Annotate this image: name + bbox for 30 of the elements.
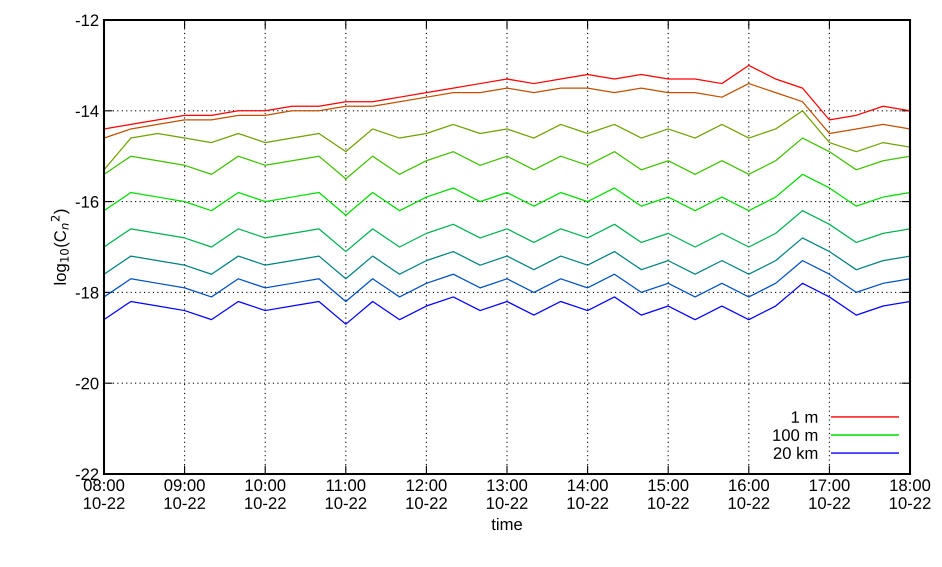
- line-series: [104, 174, 910, 216]
- y-axis-title: log$_{10}$(C$_{n}$$^{2}$): [50, 210, 70, 284]
- line-series: [104, 110, 910, 170]
- line-series: [104, 137, 910, 180]
- y-tick-label: -18: [76, 286, 98, 299]
- line-series: [104, 282, 910, 325]
- line-series: [104, 260, 910, 302]
- x-tick-label: 16:00 10-22: [728, 479, 770, 510]
- legend-label: 20 km: [774, 446, 818, 460]
- x-tick-label: 18:00 10-22: [890, 479, 930, 510]
- line-series: [104, 237, 910, 280]
- x-axis-title: time: [492, 518, 522, 530]
- x-tick-label: 10:00 10-22: [245, 479, 286, 510]
- x-tick-label: 08:00 10-22: [84, 479, 124, 510]
- y-tick-label: -22: [76, 468, 98, 480]
- line-series: [104, 210, 910, 252]
- legend-label: 1 m: [792, 411, 818, 423]
- y-tick-label: -14: [76, 105, 99, 117]
- x-tick-label: 11:00 10-22: [326, 479, 366, 510]
- y-tick-label: -20: [76, 378, 98, 390]
- x-tick-label: 17:00 10-22: [809, 479, 850, 510]
- y-tick-label: -16: [76, 196, 98, 208]
- legend-label: 100 m: [773, 429, 818, 442]
- x-tick-label: 14:00 10-22: [568, 479, 608, 510]
- line-series: [104, 82, 910, 139]
- x-tick-label: 12:00 10-22: [406, 479, 447, 510]
- x-tick-label: 15:00 10-22: [648, 479, 689, 510]
- y-tick-label: -12: [76, 14, 98, 26]
- line-series: [104, 64, 910, 130]
- x-tick-label: 09:00 10-22: [164, 479, 206, 510]
